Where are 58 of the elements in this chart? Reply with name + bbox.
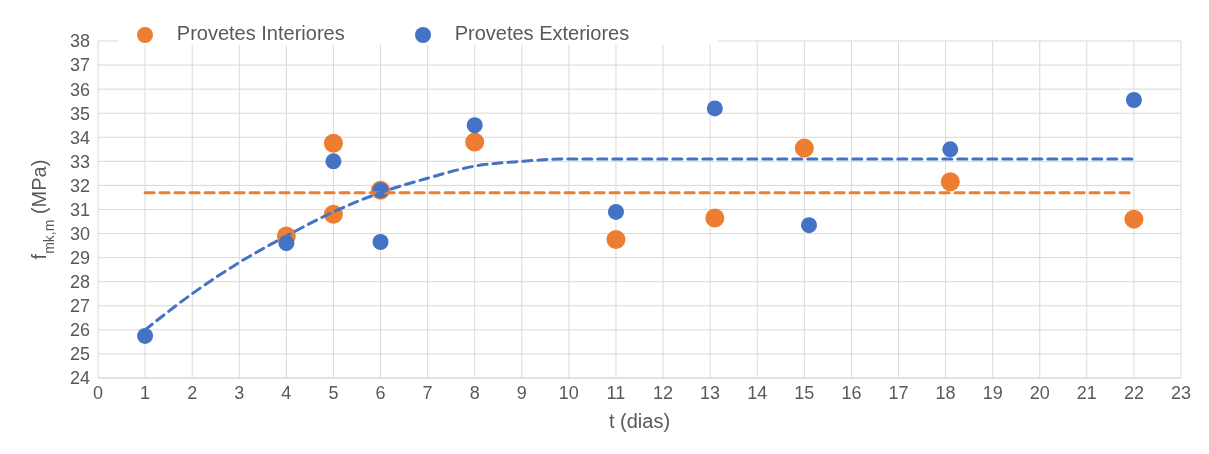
y-tick-label: 31 (69, 199, 90, 220)
point (705, 208, 725, 228)
x-tick-label: 8 (469, 382, 480, 403)
legend-label: Provetes Interiores (176, 22, 345, 44)
y-tick-label: 33 (69, 151, 90, 172)
x-tick-label: 1 (140, 382, 151, 403)
point (794, 138, 814, 158)
x-tick-label: 12 (653, 382, 674, 403)
x-tick-label: 11 (606, 382, 626, 403)
x-tick-label: 21 (1076, 382, 1097, 403)
y-tick-label: 24 (69, 368, 90, 389)
y-tick-label: 34 (69, 127, 90, 148)
point (137, 327, 154, 344)
x-tick-label: 20 (1029, 382, 1050, 403)
point (1125, 91, 1142, 108)
point (940, 172, 960, 192)
y-tick-label: 30 (69, 223, 90, 244)
y-tick-label: 38 (69, 31, 90, 52)
x-tick-label: 17 (888, 382, 909, 403)
point (466, 117, 483, 134)
x-tick-label: 6 (375, 382, 386, 403)
point (942, 141, 959, 158)
x-tick-label: 13 (700, 382, 721, 403)
x-tick-label: 18 (935, 382, 956, 403)
y-tick-label: 35 (69, 103, 90, 124)
y-tick-label: 32 (69, 175, 90, 196)
x-tick-label: 3 (234, 382, 245, 403)
point (465, 132, 485, 152)
x-tick-label: 14 (747, 382, 768, 403)
x-tick-label: 4 (281, 382, 292, 403)
point (607, 203, 624, 220)
x-axis-title: t (dias) (608, 410, 671, 432)
point (372, 234, 389, 250)
point (706, 100, 723, 117)
y-tick-label: 36 (69, 79, 90, 100)
x-tick-label: 5 (328, 382, 339, 403)
x-tick-label: 16 (841, 382, 862, 403)
point (325, 153, 342, 170)
y-tick-label: 28 (69, 272, 90, 293)
point (1124, 209, 1144, 229)
point (801, 217, 818, 234)
x-tick-label: 19 (982, 382, 1003, 403)
x-tick-label: 23 (1170, 382, 1192, 403)
y-tick-label: 29 (69, 248, 90, 269)
y-tick-label: 25 (69, 344, 90, 365)
x-tick-label: 15 (794, 382, 815, 403)
y-tick-label: 27 (69, 296, 90, 317)
point (323, 133, 343, 153)
x-tick-label: 10 (558, 382, 579, 403)
y-tick-label: 26 (69, 320, 90, 341)
x-tick-label: 9 (516, 382, 527, 403)
x-tick-label: 22 (1123, 382, 1144, 403)
x-tick-label: 2 (187, 382, 198, 403)
legend-label: Provetes Exteriores (454, 22, 630, 44)
x-tick-label: 7 (422, 382, 433, 403)
x-tick-label: 0 (92, 382, 104, 403)
point (606, 230, 626, 250)
y-tick-label: 37 (69, 55, 90, 76)
